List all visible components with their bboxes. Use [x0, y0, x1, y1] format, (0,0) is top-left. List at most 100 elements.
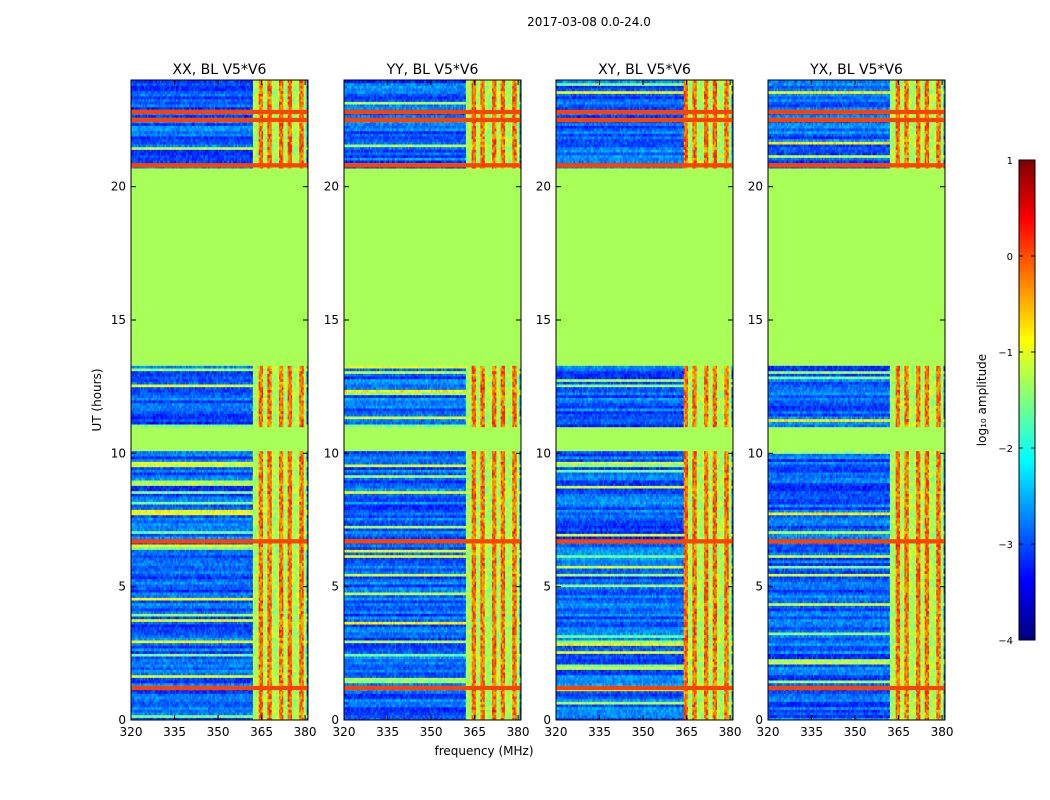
colorbar-segment [1019, 548, 1035, 553]
colorbar-segment [1019, 492, 1035, 497]
x-tick-label: 320 [333, 725, 356, 739]
colorbar-segment [1019, 300, 1035, 305]
colorbar-segment [1019, 344, 1035, 349]
colorbar-segment [1019, 616, 1035, 621]
x-tick-label: 335 [163, 725, 186, 739]
colorbar-segment [1019, 388, 1035, 393]
y-tick-label: 10 [748, 446, 763, 460]
x-tick-label: 350 [844, 725, 867, 739]
colorbar-segment [1019, 352, 1035, 357]
colorbar-segment [1019, 564, 1035, 569]
colorbar-segment [1019, 160, 1035, 165]
colorbar-segment [1019, 556, 1035, 561]
colorbar-segment [1019, 460, 1035, 465]
colorbar-segment [1019, 380, 1035, 385]
colorbar-segment [1019, 284, 1035, 289]
colorbar-segment [1019, 244, 1035, 249]
colorbar-segment [1019, 628, 1035, 633]
x-tick-label: 365 [887, 725, 910, 739]
y-tick-label: 20 [324, 180, 339, 194]
colorbar-segment [1019, 428, 1035, 433]
x-tick-label: 380 [294, 725, 317, 739]
colorbar: 10−1−2−3−4 [998, 156, 1035, 647]
x-tick-label: 320 [757, 725, 780, 739]
colorbar-tick-label: −1 [998, 348, 1013, 359]
colorbar-segment [1019, 480, 1035, 485]
y-tick-label: 5 [543, 580, 551, 594]
colorbar-segment [1019, 280, 1035, 285]
colorbar-segment [1019, 336, 1035, 341]
colorbar-segment [1019, 416, 1035, 421]
y-tick-label: 15 [324, 313, 339, 327]
colorbar-segment [1019, 436, 1035, 441]
colorbar-segment [1019, 200, 1035, 205]
x-tick-label: 380 [719, 725, 742, 739]
colorbar-segment [1019, 560, 1035, 565]
y-tick-label: 5 [118, 580, 126, 594]
x-tick-label: 350 [207, 725, 230, 739]
x-tick-label: 365 [250, 725, 273, 739]
colorbar-segment [1019, 484, 1035, 489]
heatmap-image [131, 80, 309, 721]
colorbar-segment [1019, 440, 1035, 445]
colorbar-segment [1019, 544, 1035, 549]
x-tick-label: 335 [376, 725, 399, 739]
colorbar-segment [1019, 212, 1035, 217]
y-tick-label: 5 [331, 580, 339, 594]
colorbar-tick-label: 1 [1007, 156, 1013, 167]
colorbar-segment [1019, 360, 1035, 365]
colorbar-segment [1019, 488, 1035, 493]
colorbar-segment [1019, 576, 1035, 581]
colorbar-segment [1019, 180, 1035, 185]
colorbar-segment [1019, 384, 1035, 389]
colorbar-segment [1019, 320, 1035, 325]
colorbar-segment [1019, 508, 1035, 513]
colorbar-segment [1019, 292, 1035, 297]
heatmap-image [556, 80, 734, 721]
colorbar-segment [1019, 188, 1035, 193]
colorbar-segment [1019, 448, 1035, 453]
colorbar-segment [1019, 324, 1035, 329]
colorbar-segment [1019, 264, 1035, 269]
colorbar-segment [1019, 256, 1035, 261]
colorbar-segment [1019, 272, 1035, 277]
colorbar-segment [1019, 512, 1035, 517]
colorbar-segment [1019, 528, 1035, 533]
colorbar-segment [1019, 308, 1035, 313]
y-tick-label: 20 [748, 180, 763, 194]
colorbar-segment [1019, 164, 1035, 169]
colorbar-segment [1019, 392, 1035, 397]
colorbar-segment [1019, 464, 1035, 469]
colorbar-segment [1019, 172, 1035, 177]
y-tick-label: 20 [111, 180, 126, 194]
colorbar-segment [1019, 624, 1035, 629]
colorbar-segment [1019, 368, 1035, 373]
colorbar-segment [1019, 604, 1035, 609]
y-tick-label: 15 [111, 313, 126, 327]
x-tick-label: 320 [545, 725, 568, 739]
colorbar-segment [1019, 168, 1035, 173]
colorbar-segment [1019, 468, 1035, 473]
colorbar-segment [1019, 596, 1035, 601]
colorbar-segment [1019, 240, 1035, 245]
x-tick-label: 350 [420, 725, 443, 739]
colorbar-segment [1019, 236, 1035, 241]
heatmap-image [768, 80, 946, 721]
colorbar-segment [1019, 400, 1035, 405]
colorbar-segment [1019, 568, 1035, 573]
colorbar-segment [1019, 184, 1035, 189]
x-tick-label: 365 [675, 725, 698, 739]
x-tick-label: 335 [588, 725, 611, 739]
colorbar-segment [1019, 612, 1035, 617]
x-tick-label: 335 [800, 725, 823, 739]
x-tick-label: 380 [931, 725, 954, 739]
y-axis-label: UT (hours) [90, 368, 104, 431]
colorbar-segment [1019, 580, 1035, 585]
colorbar-segment [1019, 316, 1035, 321]
colorbar-segment [1019, 600, 1035, 605]
